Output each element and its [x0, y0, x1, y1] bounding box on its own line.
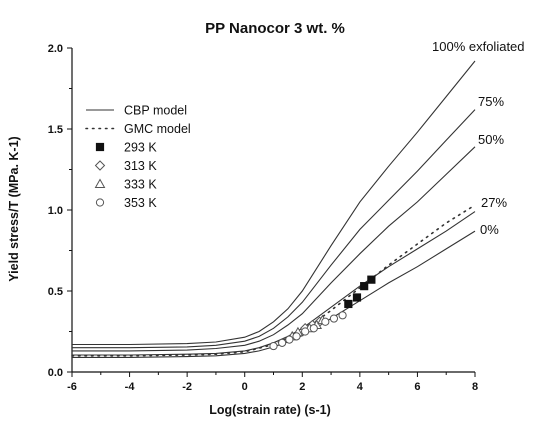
curve-label: 75% — [478, 94, 504, 109]
curve-label: 27% — [481, 195, 507, 210]
cbp-model-curve — [72, 109, 476, 349]
chart-title: PP Nanocor 3 wt. % — [205, 20, 345, 37]
data-points — [269, 275, 376, 351]
circle-marker — [329, 314, 339, 323]
cbp-model-curve — [72, 146, 476, 352]
x-tick-label: 2 — [299, 381, 305, 393]
y-tick-label: 0.0 — [48, 367, 63, 379]
legend-label: 353 K — [124, 196, 157, 210]
triangle-marker — [94, 178, 106, 188]
y-tick-label: 1.0 — [48, 205, 63, 217]
x-tick-label: -2 — [182, 381, 192, 393]
legend: CBP model GMC model 293 K 313 K 333 K 353 K — [85, 104, 191, 210]
x-tick-label: 4 — [357, 381, 364, 393]
circle-marker — [285, 335, 294, 344]
circle-marker — [338, 311, 347, 320]
square-marker — [344, 299, 353, 309]
x-axis-label: Log(strain rate) (s-1) — [209, 403, 331, 417]
axis-ticks: -6 -4 -2 0 2 4 6 8 0.0 0.5 1.0 1.5 2.0 — [48, 43, 478, 393]
circle-marker — [301, 327, 310, 336]
square-marker — [95, 142, 105, 152]
circle-marker — [321, 317, 330, 326]
circle-marker — [292, 332, 301, 341]
curve-label: 50% — [478, 132, 504, 147]
square-marker — [360, 282, 369, 291]
circle-marker — [95, 198, 105, 207]
y-tick-label: 0.5 — [48, 286, 63, 298]
x-tick-label: -6 — [67, 381, 77, 393]
x-tick-label: 8 — [472, 381, 478, 393]
cbp-model-curve — [72, 60, 476, 346]
x-tick-label: -4 — [125, 381, 136, 393]
legend-label: 313 K — [124, 159, 157, 173]
y-axis-label: Yield stress/T (MPa. K-1) — [7, 136, 21, 281]
circle-marker — [269, 341, 278, 351]
y-tick-label: 1.5 — [48, 124, 63, 136]
x-tick-label: 0 — [242, 381, 248, 393]
diamond-marker — [94, 160, 106, 171]
circle-marker — [278, 338, 287, 347]
circle-marker — [309, 324, 318, 333]
x-tick-label: 6 — [414, 381, 420, 393]
legend-label: 333 K — [124, 178, 157, 192]
legend-label: 293 K — [124, 141, 157, 155]
square-marker — [367, 275, 376, 284]
square-marker — [352, 293, 362, 302]
curve-label: 0% — [480, 222, 499, 237]
curve-label: 100% exfoliated — [432, 39, 525, 54]
y-tick-label: 2.0 — [48, 43, 63, 55]
curve-labels: 100% exfoliated 75% 50% 27% 0% — [432, 39, 525, 237]
legend-label: CBP model — [124, 104, 187, 118]
legend-label: GMC model — [124, 122, 191, 136]
